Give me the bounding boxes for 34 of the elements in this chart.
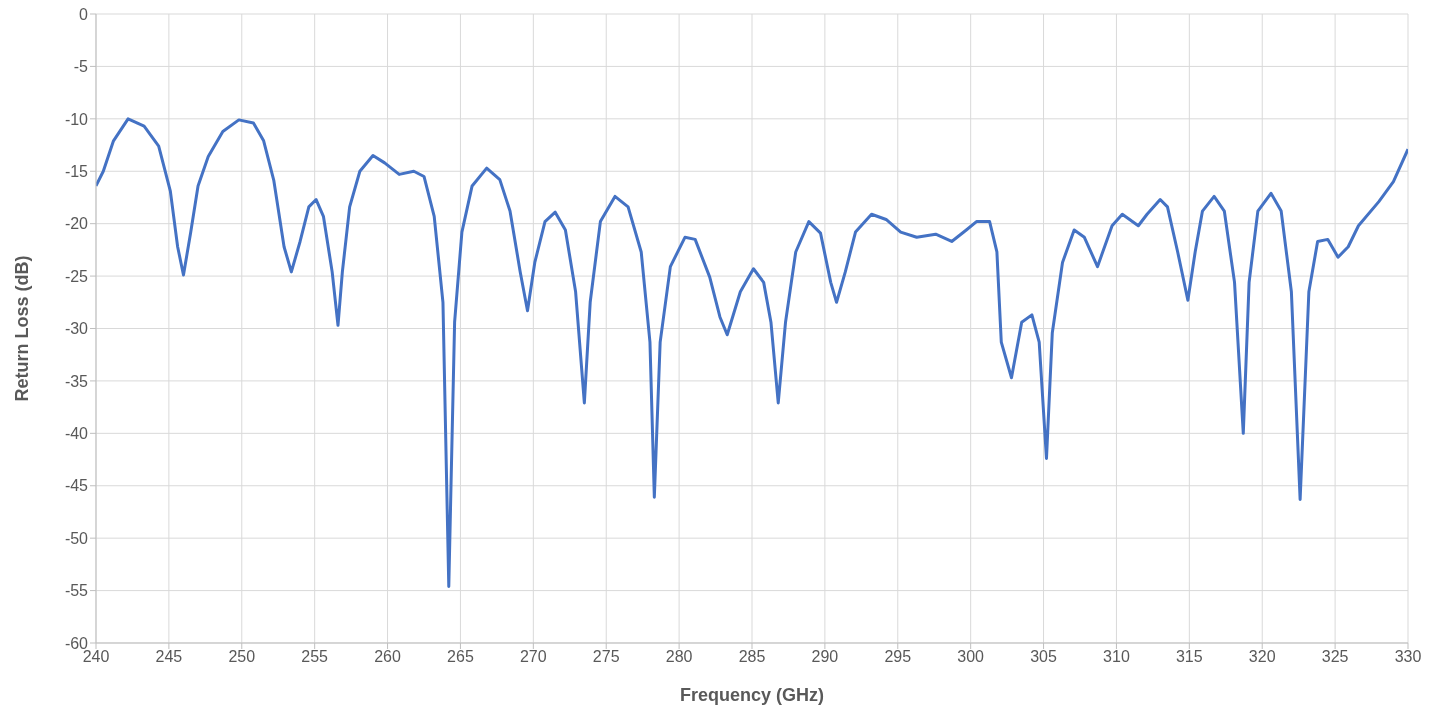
x-tick-label: 330	[1394, 648, 1422, 666]
y-tick-label: -15	[64, 162, 89, 180]
x-tick-label: 315	[1175, 648, 1203, 666]
x-tick-label: 320	[1248, 648, 1276, 666]
x-tick-label: 265	[447, 648, 474, 666]
y-tick-label: -30	[64, 320, 89, 338]
y-tick-label: -5	[73, 58, 89, 76]
y-tick-label: -50	[64, 529, 89, 547]
x-tick-label: 250	[228, 648, 256, 666]
y-tick-label: 0	[79, 5, 89, 23]
y-tick-label: -25	[64, 267, 89, 285]
y-axis-title: Return Loss (dB)	[12, 255, 33, 402]
x-tick-label: 300	[957, 648, 985, 666]
x-tick-label: 285	[738, 648, 766, 666]
y-tick-label: -20	[64, 215, 89, 233]
y-tick-label: -10	[64, 110, 89, 128]
y-tick-label: -55	[64, 582, 89, 600]
x-tick-label: 325	[1321, 648, 1349, 666]
x-tick-label: 255	[301, 648, 329, 666]
x-tick-label: 240	[82, 648, 110, 666]
x-axis-title: Frequency (GHz)	[679, 685, 825, 705]
x-tick-label: 310	[1103, 648, 1130, 666]
x-tick-label: 245	[155, 648, 183, 666]
x-tick-label: 295	[884, 648, 912, 666]
y-tick-label: -40	[64, 425, 89, 443]
x-tick-label: 280	[665, 648, 693, 666]
x-tick-label: 305	[1030, 648, 1057, 666]
x-tick-label: 290	[811, 648, 839, 666]
y-tick-label: -35	[64, 372, 89, 390]
line-series	[96, 117, 1408, 588]
x-tick-label: 260	[374, 648, 401, 666]
y-tick-label: -45	[64, 477, 89, 495]
x-tick-label: 275	[592, 648, 620, 666]
x-tick-label: 270	[519, 648, 547, 666]
